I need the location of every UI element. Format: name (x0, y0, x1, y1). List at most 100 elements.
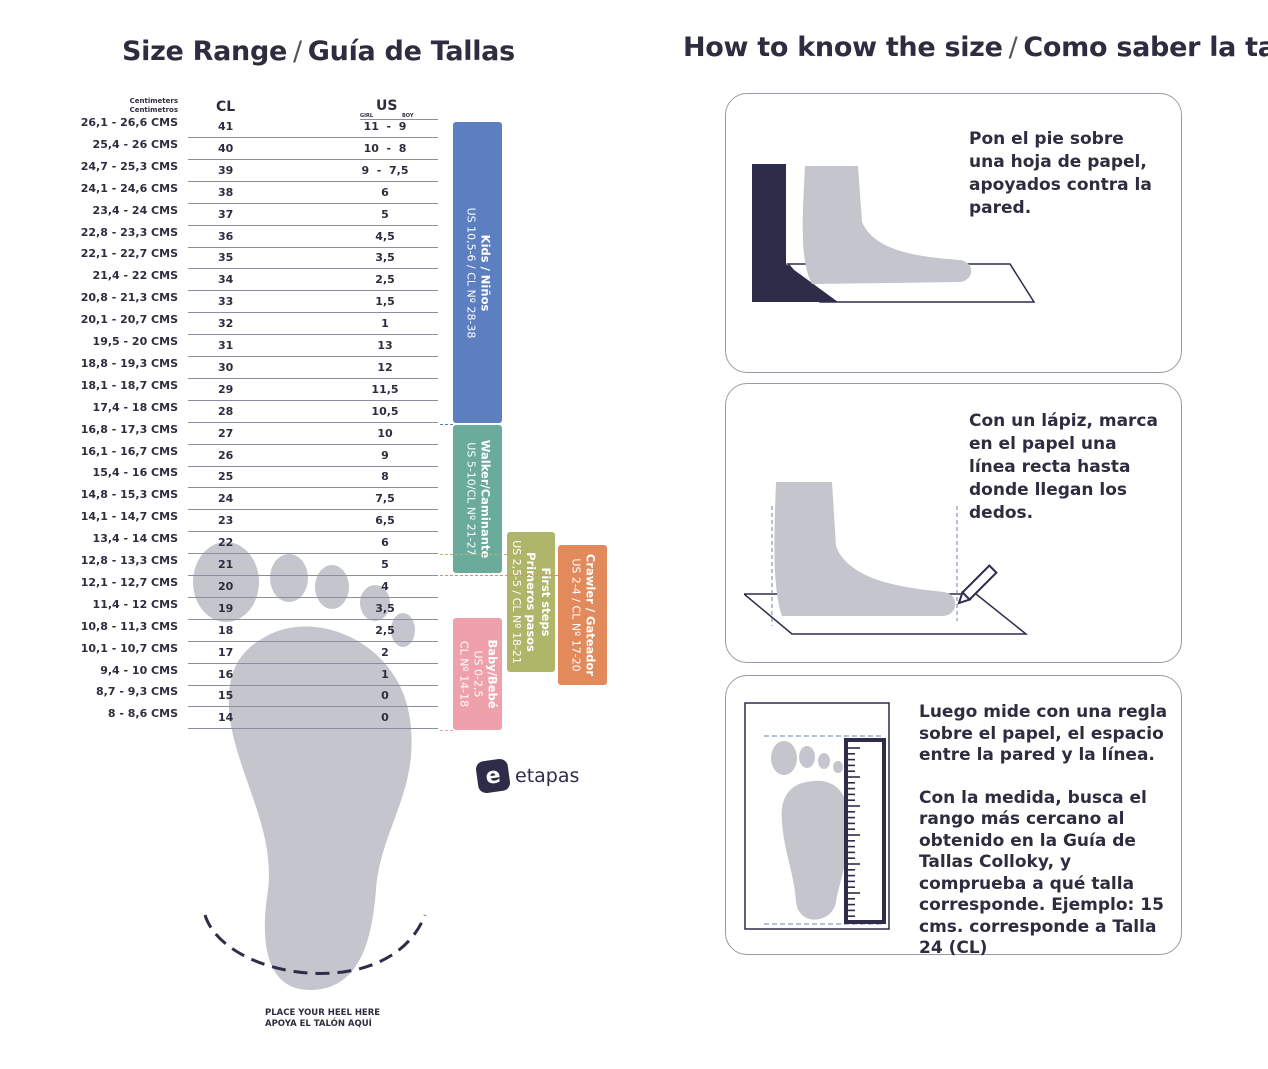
cm-range: 10,1 - 10,7 CMS (80, 641, 178, 655)
cm-range: 25,4 - 26 CMS (92, 137, 178, 151)
size-range-title: Size Range / Guía de Tallas (122, 36, 515, 67)
table-row: 24,1 - 24,6 CMS 38 6 (0, 182, 440, 208)
table-row: 8,7 - 9,3 CMS 15 0 (0, 685, 440, 711)
row-divider (188, 684, 438, 686)
title-es: Guía de Tallas (307, 36, 515, 67)
cm-range: 21,4 - 22 CMS (92, 269, 178, 283)
table-row: 21,4 - 22 CMS 34 2,5 (0, 269, 440, 295)
row-divider (188, 290, 438, 292)
us-size: 7,5 (375, 492, 395, 506)
step-3-lookup: Con la medida, busca el rango más cercan… (919, 787, 1164, 959)
heel-es: APOYA EL TALÓN AQUÍ (265, 1019, 372, 1029)
cm-range: 16,8 - 17,3 CMS (80, 422, 178, 436)
table-row: 20,8 - 21,3 CMS 33 1,5 (0, 291, 440, 317)
cl-size: 41 (218, 120, 234, 133)
footprint-icon (193, 542, 427, 990)
us-size: 5 (381, 207, 389, 221)
band-range: US 2,5-5 / CL Nº 18-21 (510, 540, 523, 664)
logo-icon: e (474, 757, 512, 795)
cl-size: 39 (218, 163, 234, 177)
cm-range: 8,7 - 9,3 CMS (96, 685, 178, 699)
row-divider (188, 268, 438, 270)
us-size: 1 (381, 317, 389, 331)
row-divider (188, 137, 438, 138)
heel-instruction: PLACE YOUR HEEL HERE APOYA EL TALÓN AQUÍ (265, 1008, 380, 1030)
band-connector (440, 575, 558, 576)
cl-size: 23 (218, 514, 234, 528)
table-row: 10,8 - 11,3 CMS 18 2,5 (0, 620, 440, 646)
cm-range: 24,7 - 25,3 CMS (80, 159, 178, 173)
row-divider (188, 377, 438, 379)
title-en: Size Range (122, 36, 287, 67)
header-cm-es: Centimetros (129, 106, 178, 114)
table-row: 12,1 - 12,7 CMS 20 4 (0, 576, 440, 602)
us-size: 3,5 (375, 251, 395, 265)
cm-range: 24,1 - 24,6 CMS (80, 181, 178, 195)
cl-size: 30 (218, 360, 234, 374)
row-divider (188, 334, 438, 336)
table-row: 22,1 - 22,7 CMS 35 3,5 (0, 247, 440, 273)
table-row: 13,4 - 14 CMS 22 6 (0, 532, 440, 558)
cl-size: 20 (218, 579, 234, 593)
row-divider (188, 596, 438, 598)
header-cl: CL (216, 99, 236, 115)
table-row: 9,4 - 10 CMS 16 1 (0, 664, 440, 690)
row-divider (188, 312, 438, 314)
header-cm-en: Centimeters (129, 97, 178, 105)
cm-range: 17,4 - 18 CMS (92, 400, 178, 414)
band-range: US 5-10/CL Nº 21-27 (464, 442, 477, 556)
cm-range: 10,8 - 11,3 CMS (80, 619, 178, 633)
cl-size: 21 (218, 558, 234, 571)
cm-range: 12,1 - 12,7 CMS (80, 575, 178, 589)
header-us: US (376, 98, 398, 114)
cm-range: 14,1 - 14,7 CMS (80, 510, 178, 524)
table-row: 24,7 - 25,3 CMS 39 9 - 7,5 (0, 160, 440, 186)
header-boy: BOY (402, 113, 414, 119)
cl-size: 28 (218, 404, 234, 418)
step-1-text: Pon el pie sobre una hoja de papel, apoy… (969, 129, 1152, 218)
band-connector (440, 730, 453, 731)
band-1: Walker/Caminante US 5-10/CL Nº 21-27 (453, 425, 502, 573)
band-name: First steps (539, 567, 553, 637)
us-size: 13 (377, 339, 393, 352)
cl-size: 16 (218, 667, 234, 681)
step-3-text: Luego mide con una regla sobre el papel,… (919, 702, 1179, 960)
us-size: 1,5 (375, 295, 395, 309)
row-divider (188, 465, 438, 467)
heel-arc (203, 914, 427, 975)
cm-range: 13,4 - 14 CMS (92, 532, 178, 546)
row-divider (188, 487, 438, 489)
us-size: 11,5 (371, 382, 399, 396)
us-size: 0 (381, 689, 389, 703)
us-size: 1 (381, 667, 389, 681)
cm-range: 12,8 - 13,3 CMS (80, 554, 178, 567)
cl-size: 14 (218, 711, 234, 725)
cl-size: 27 (218, 426, 234, 440)
table-row: 22,8 - 23,3 CMS 36 4,5 (0, 226, 440, 252)
cl-size: 31 (218, 339, 234, 352)
band-4: Baby/Bebé US 0-2,5 CL Nº 14-18 (453, 618, 502, 730)
cm-range: 18,1 - 18,7 CMS (80, 378, 178, 392)
us-size: 6 (381, 185, 389, 199)
foot-pencil-mark-icon (744, 482, 1029, 635)
band-connector (440, 554, 507, 555)
band-name: Kids / Niños (478, 234, 492, 311)
cl-size: 17 (218, 645, 234, 659)
table-row: 15,4 - 16 CMS 25 8 (0, 466, 440, 492)
table-row: 16,1 - 16,7 CMS 26 9 (0, 445, 440, 471)
us-size: 8 (381, 470, 389, 484)
us-size: 4 (381, 579, 389, 593)
row-divider (188, 421, 438, 423)
us-size: 10 (377, 426, 393, 440)
table-row: 19,5 - 20 CMS 31 13 (0, 335, 440, 361)
cl-size: 22 (218, 536, 234, 550)
band-name-2: Primeros pasos (524, 552, 538, 652)
ruler-measure-icon (744, 702, 890, 930)
cl-size: 34 (218, 273, 234, 287)
row-divider (188, 575, 438, 576)
table-row: 18,1 - 18,7 CMS 29 11,5 (0, 379, 440, 405)
step-card-3: Luego mide con una regla sobre el papel,… (725, 675, 1182, 958)
us-size: 5 (381, 558, 389, 571)
row-divider (188, 202, 438, 204)
